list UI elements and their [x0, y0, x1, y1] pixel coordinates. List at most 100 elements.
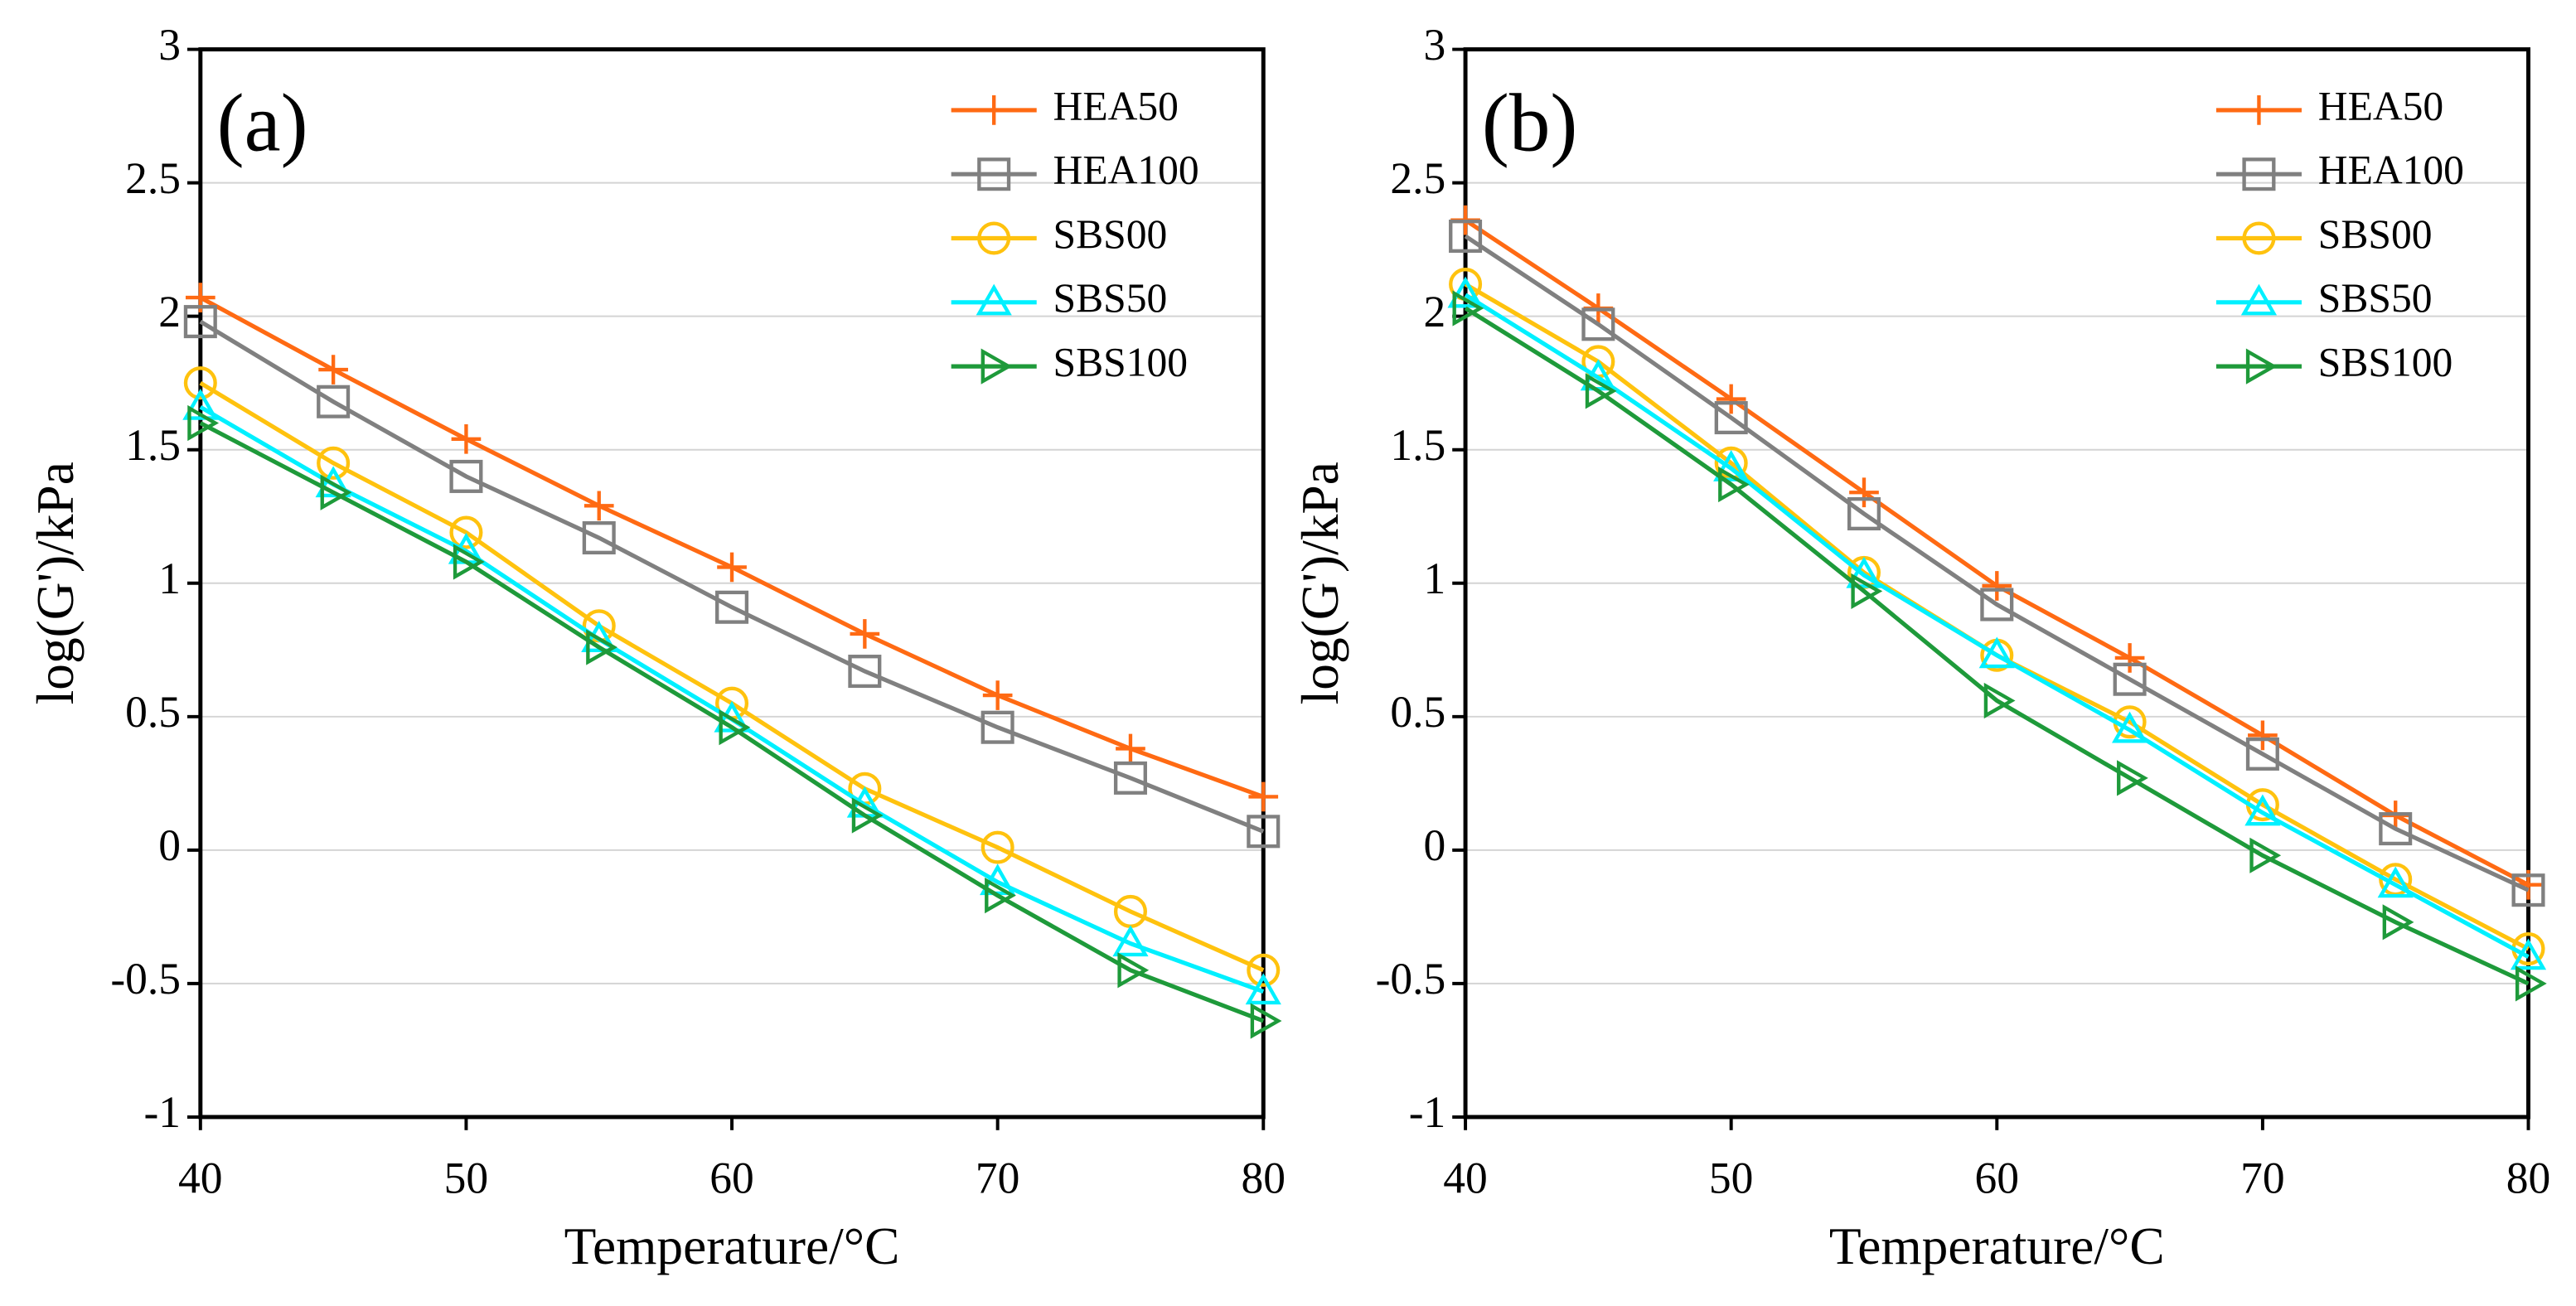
marker [182, 388, 219, 420]
x-tick-label: 40 [178, 1154, 223, 1203]
marker [981, 830, 1014, 864]
y-tick-label: 1 [158, 554, 181, 603]
marker [586, 629, 617, 665]
marker [1849, 477, 1879, 508]
series-line [199, 380, 1265, 973]
marker [2114, 643, 2145, 673]
y-tick-label: 0.5 [1390, 687, 1445, 737]
marker [1847, 496, 1881, 531]
x-tick-label: 50 [1709, 1154, 1754, 1203]
y-tick-label: 1.5 [125, 420, 181, 470]
marker [1113, 761, 1147, 795]
x-axis-label: Temperature/°C [564, 1217, 900, 1275]
marker [2511, 873, 2545, 907]
y-tick-label: 2 [1424, 287, 1446, 336]
y-tick-label: -1 [143, 1087, 181, 1137]
legend-label: SBS00 [1053, 211, 1168, 257]
legend-label: SBS100 [2318, 339, 2453, 385]
marker [1585, 373, 1617, 409]
marker [2379, 812, 2413, 846]
marker [1978, 636, 2015, 669]
marker [583, 491, 614, 521]
y-tick-label: 2.5 [125, 153, 181, 203]
marker [982, 680, 1013, 710]
marker [2112, 711, 2148, 743]
y-axis-label: log(G')/kPa [26, 462, 85, 704]
marker [317, 385, 351, 418]
marker [453, 544, 485, 580]
x-tick-label: 60 [1975, 1154, 2020, 1203]
legend-label: HEA50 [2318, 83, 2443, 128]
legend-label: SBS50 [2318, 275, 2433, 321]
marker [1447, 276, 1484, 308]
y-tick-label: 3 [158, 20, 181, 70]
legend-marker [977, 157, 1011, 191]
marker [717, 552, 747, 583]
y-tick-label: 0 [1424, 820, 1446, 870]
legend-marker [976, 283, 1012, 316]
marker [183, 366, 217, 400]
legend-label: HEA100 [2318, 148, 2464, 193]
marker [183, 305, 217, 339]
marker [1713, 450, 1750, 481]
x-tick-label: 40 [1443, 1154, 1488, 1203]
legend-label: SBS50 [1053, 275, 1168, 321]
marker [2244, 794, 2281, 826]
y-tick-label: -1 [1409, 1087, 1446, 1137]
legend-marker [977, 221, 1011, 255]
y-tick-label: 3 [1424, 20, 1446, 70]
plot-frame [1463, 47, 2530, 1120]
marker [1846, 556, 1882, 588]
series-line [1464, 293, 2530, 959]
y-tick-label: 0 [158, 820, 181, 870]
marker [1247, 815, 1281, 849]
legend-marker [981, 348, 1013, 385]
marker [187, 404, 220, 442]
marker [1718, 466, 1750, 503]
legend-label: SBS100 [1053, 339, 1188, 385]
y-tick-label: -0.5 [1376, 954, 1446, 1004]
series-line [199, 319, 1265, 834]
marker [449, 515, 483, 549]
panel-label: (a) [217, 78, 308, 168]
marker [1851, 573, 1883, 610]
marker [1117, 952, 1150, 989]
marker [318, 355, 348, 385]
x-tick-label: 50 [444, 1154, 489, 1203]
y-tick-label: 2 [158, 287, 181, 336]
marker [582, 520, 616, 555]
marker [1581, 307, 1615, 341]
marker [715, 590, 749, 624]
marker [1248, 781, 1279, 812]
marker [2113, 662, 2147, 696]
marker [719, 709, 751, 746]
x-tick-label: 60 [709, 1154, 754, 1203]
legend-marker [2240, 283, 2278, 316]
marker [848, 655, 882, 689]
marker [1716, 384, 1746, 414]
y-tick-label: 1.5 [1390, 420, 1445, 470]
x-tick-label: 70 [976, 1154, 1020, 1203]
marker [1250, 1003, 1282, 1039]
marker [1247, 953, 1281, 987]
y-tick-label: 2.5 [1390, 153, 1445, 203]
marker [315, 466, 351, 498]
marker [2245, 737, 2279, 771]
marker [1452, 290, 1484, 326]
legend-marker [2244, 95, 2274, 125]
legend-label: HEA50 [1053, 83, 1179, 128]
marker [1116, 733, 1145, 764]
legend-marker [2245, 348, 2278, 385]
x-tick-label: 80 [1242, 1154, 1286, 1203]
legend-marker [2242, 221, 2276, 255]
panel-label: (b) [1482, 78, 1578, 168]
y-tick-label: -0.5 [110, 954, 181, 1004]
marker [1112, 925, 1149, 957]
x-axis-label: Temperature/°C [1829, 1217, 2165, 1275]
marker [1449, 220, 1483, 254]
marker [851, 797, 884, 834]
marker [1245, 973, 1281, 1005]
series-line [1464, 234, 2530, 892]
